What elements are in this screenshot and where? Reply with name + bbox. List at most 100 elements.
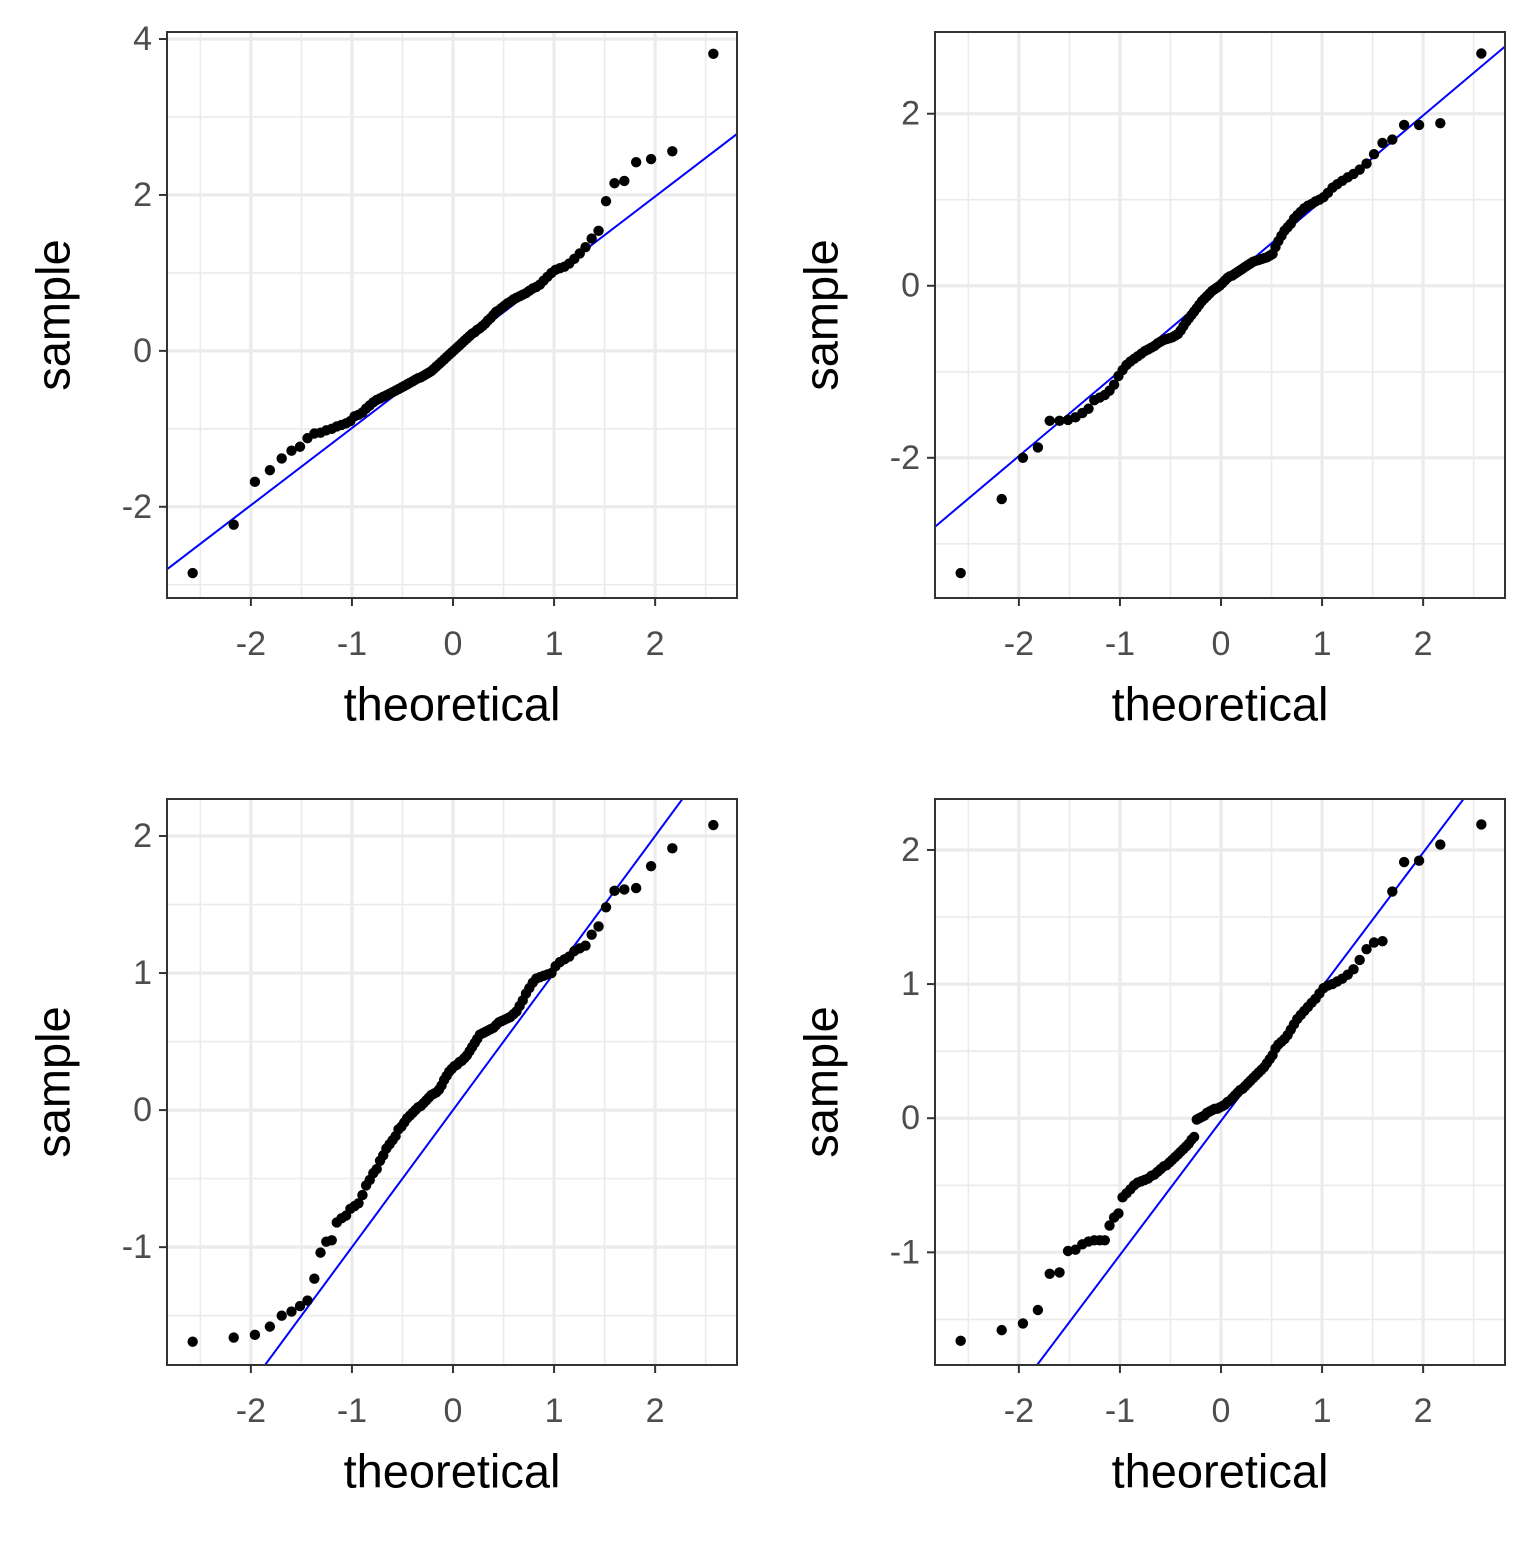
point <box>667 843 678 854</box>
point <box>1354 954 1365 966</box>
point <box>1377 137 1388 149</box>
point <box>1017 1318 1029 1329</box>
point <box>996 493 1007 505</box>
point <box>1113 1208 1124 1219</box>
y-axis-title: sample <box>794 1006 847 1158</box>
point <box>249 1329 261 1341</box>
point <box>1044 1268 1055 1279</box>
point <box>630 156 642 168</box>
point <box>1413 855 1425 866</box>
point <box>593 921 604 932</box>
point <box>1435 117 1446 129</box>
x-tick-label: 0 <box>444 625 463 663</box>
point <box>1368 937 1380 948</box>
y-tick-label: 0 <box>901 1099 920 1137</box>
point <box>264 464 276 476</box>
point <box>1387 886 1398 897</box>
point <box>1398 856 1410 868</box>
point <box>630 882 642 894</box>
point <box>1361 158 1372 169</box>
point <box>609 885 620 897</box>
point <box>1104 1220 1115 1231</box>
point <box>996 1324 1007 1336</box>
point <box>1032 1304 1044 1316</box>
point <box>1099 1235 1110 1246</box>
reference-line <box>1035 799 1465 1365</box>
point <box>708 819 719 831</box>
y-axis-title: sample <box>794 239 847 391</box>
point <box>586 929 597 940</box>
panel: -2 -1 0 1 2 -2 0 2 4 theoretical sample <box>26 20 738 730</box>
point <box>294 441 306 452</box>
point <box>580 241 591 253</box>
point <box>302 1295 313 1306</box>
y-tick-label: 0 <box>901 267 920 305</box>
point <box>187 1336 198 1347</box>
point <box>1387 134 1398 145</box>
x-tick-label: -2 <box>1004 1392 1034 1430</box>
x-tick-label: 0 <box>1212 1392 1231 1430</box>
point <box>294 1300 306 1312</box>
x-tick-label: -1 <box>337 1392 367 1430</box>
point <box>326 1235 337 1246</box>
panel: -2 -1 0 1 2 -1 0 1 2 theoretical sample <box>794 798 1506 1497</box>
point <box>249 476 261 488</box>
point <box>1348 964 1359 975</box>
plot-border <box>166 31 738 599</box>
point <box>609 178 620 189</box>
x-tick-label: 1 <box>545 1392 564 1430</box>
y-axis-title: sample <box>26 239 79 391</box>
point <box>286 1306 297 1317</box>
point <box>600 195 612 207</box>
y-tick-label: -2 <box>122 488 152 526</box>
point <box>353 1198 364 1209</box>
y-tick-label: 4 <box>133 20 152 58</box>
x-tick-label: 2 <box>646 1392 665 1430</box>
y-axis-title: sample <box>26 1006 79 1158</box>
point <box>357 1189 368 1201</box>
x-axis-title: theoretical <box>1112 1444 1329 1497</box>
x-tick-label: -2 <box>1004 625 1034 663</box>
point <box>315 1247 326 1258</box>
point <box>1083 403 1094 414</box>
x-tick-label: 2 <box>1414 625 1433 663</box>
y-tick-label: 1 <box>901 965 920 1003</box>
y-tick-label: 2 <box>901 95 920 133</box>
reference-line <box>263 799 684 1365</box>
x-tick-label: 2 <box>1414 1392 1433 1430</box>
point <box>619 884 630 895</box>
point <box>600 902 612 913</box>
point <box>955 567 966 579</box>
y-tick-label: -1 <box>890 1233 920 1271</box>
panel: -2 -1 0 1 2 -1 0 1 2 theoretical sample <box>26 798 738 1497</box>
plot-border <box>934 31 1506 599</box>
x-tick-label: 2 <box>646 625 665 663</box>
point <box>1413 119 1425 131</box>
point <box>1108 379 1120 390</box>
x-tick-label: 0 <box>444 1392 463 1430</box>
x-tick-label: -1 <box>337 625 367 663</box>
point <box>1435 839 1446 850</box>
point <box>1377 935 1388 947</box>
point <box>1032 442 1044 453</box>
point <box>1054 415 1065 427</box>
point <box>286 445 297 456</box>
point <box>1361 944 1372 955</box>
x-axis-title: theoretical <box>1112 677 1329 730</box>
point <box>586 233 597 244</box>
x-tick-label: -2 <box>236 625 266 663</box>
plot-border <box>934 798 1506 1366</box>
point <box>309 1273 320 1284</box>
point <box>645 860 657 872</box>
point <box>264 1321 276 1332</box>
point <box>187 567 198 579</box>
x-tick-label: 0 <box>1212 625 1231 663</box>
x-tick-label: -1 <box>1105 625 1135 663</box>
x-tick-label: 1 <box>1313 625 1332 663</box>
y-tick-label: 2 <box>133 176 152 214</box>
point <box>955 1335 966 1347</box>
point <box>580 940 591 951</box>
x-tick-label: -2 <box>236 1392 266 1430</box>
